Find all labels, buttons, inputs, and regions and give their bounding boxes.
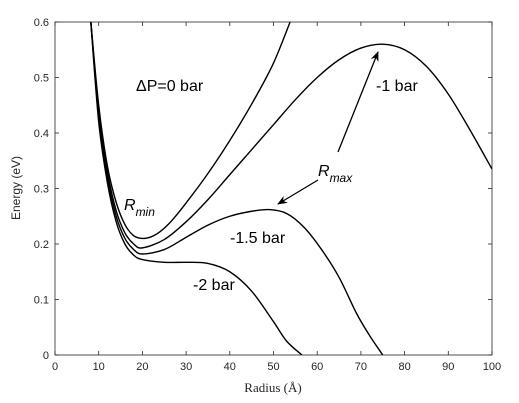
x-tick-label: 40 xyxy=(224,361,236,373)
y-axis-title: Energy (eV) xyxy=(9,156,23,220)
label-dp-1-5: -1.5 bar xyxy=(230,230,286,247)
x-axis-title: Radius (Å) xyxy=(244,380,301,395)
y-tick-labels: 0 0.1 0.2 0.3 0.4 0.5 0.6 xyxy=(34,17,49,362)
rmin-subscript: min xyxy=(136,205,156,219)
x-tick-label: 70 xyxy=(355,361,367,373)
x-tick-label: 60 xyxy=(311,361,323,373)
x-tick-labels: 0 10 20 30 40 50 60 70 80 90 100 xyxy=(52,361,501,373)
y-tick-label: 0.2 xyxy=(34,239,49,251)
rmax-subscript: max xyxy=(330,171,354,185)
x-tick-label: 90 xyxy=(442,361,454,373)
x-tick-label: 0 xyxy=(52,361,58,373)
series-line xyxy=(90,22,492,249)
label-dp-2: -2 bar xyxy=(193,277,235,294)
series-line xyxy=(90,22,303,355)
arrow-to-rmax-1-5bar xyxy=(277,179,319,205)
x-tick-label: 50 xyxy=(267,361,279,373)
y-tick-label: 0.1 xyxy=(34,295,49,307)
x-tick-label: 80 xyxy=(398,361,410,373)
x-tick-label: 10 xyxy=(93,361,105,373)
y-tick-label: 0 xyxy=(43,350,49,362)
series-lines xyxy=(90,22,492,355)
plot-area xyxy=(54,21,493,356)
tick-marks xyxy=(54,21,493,356)
y-tick-label: 0.3 xyxy=(34,184,49,196)
x-tick-label: 20 xyxy=(136,361,148,373)
x-tick-label: 100 xyxy=(483,361,501,373)
series-line xyxy=(90,22,291,240)
y-tick-label: 0.4 xyxy=(34,128,49,140)
x-tick-label: 30 xyxy=(180,361,192,373)
label-dp0: ΔP=0 bar xyxy=(136,78,204,95)
series-line xyxy=(90,22,384,355)
label-dp-1: -1 bar xyxy=(376,78,418,95)
rmax-letter: R xyxy=(318,163,330,180)
label-rmin: Rmin xyxy=(124,197,155,219)
label-rmax: Rmax xyxy=(318,163,353,185)
arrow-to-rmax-1bar xyxy=(337,51,379,153)
y-tick-label: 0.6 xyxy=(34,17,49,29)
y-tick-label: 0.5 xyxy=(34,73,49,85)
rmin-letter: R xyxy=(124,197,136,214)
